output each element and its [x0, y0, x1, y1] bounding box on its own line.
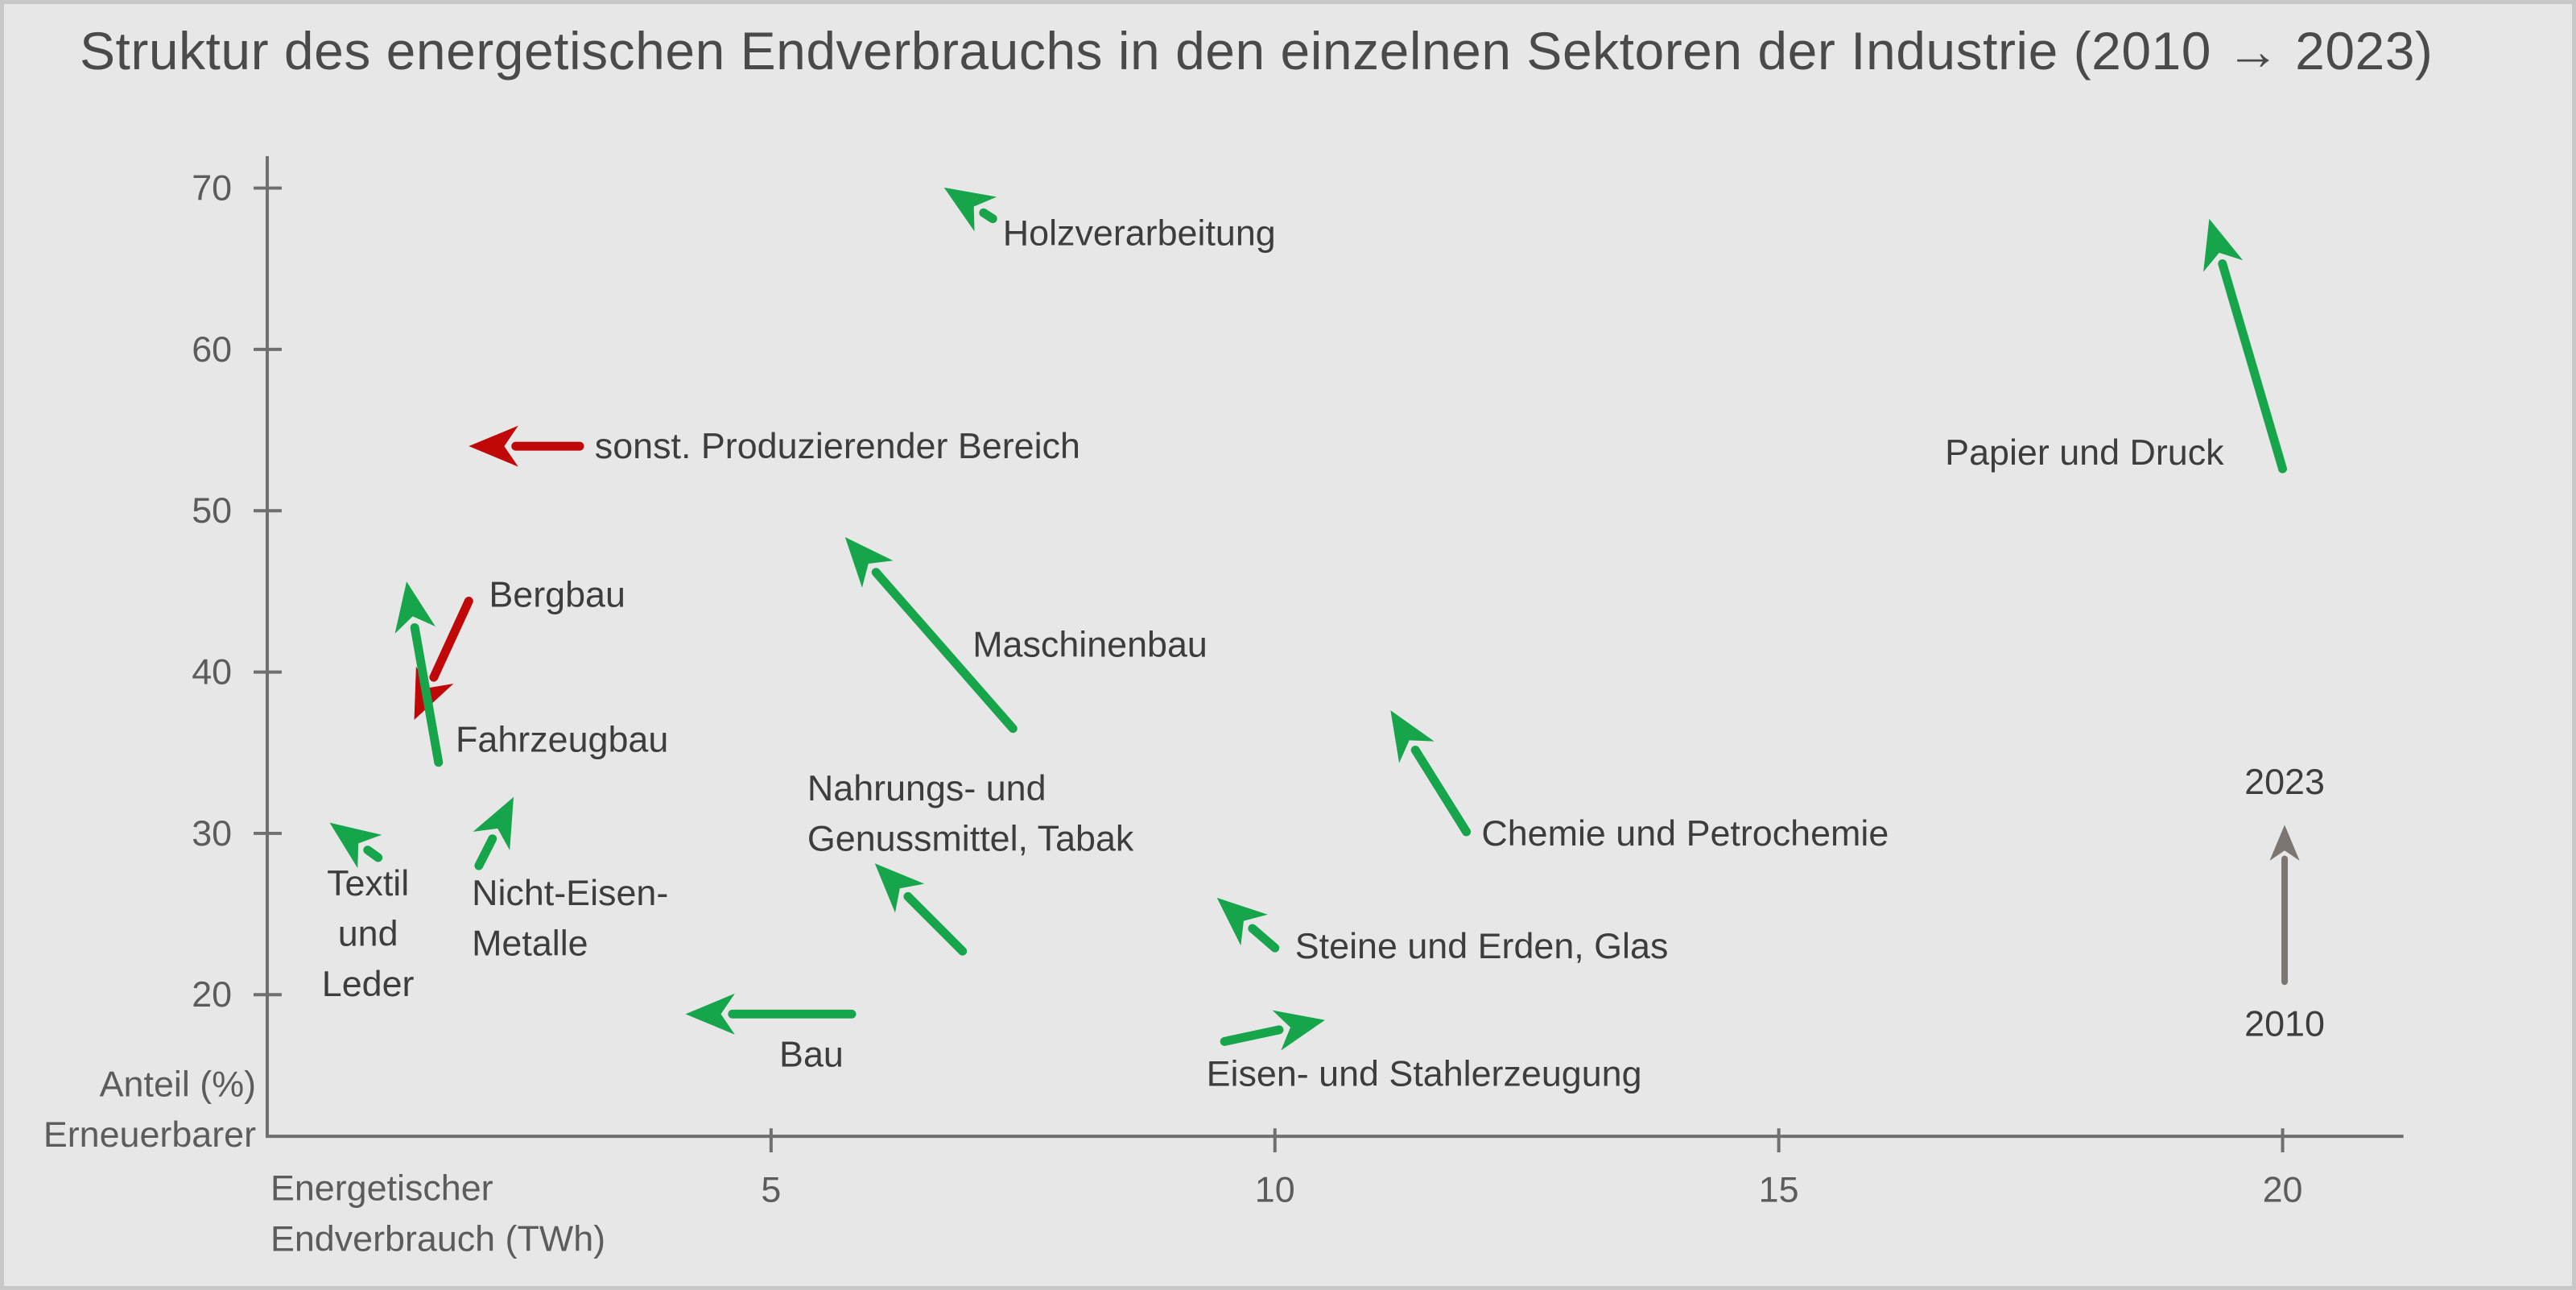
y-axis-title-line-1: Erneuerbarer — [43, 1114, 256, 1155]
arrow-eisen-und-stahlerzeugung — [1220, 1010, 1326, 1051]
arrow-holzverarbeitung — [943, 187, 997, 232]
arrow-textil-und-leder — [329, 822, 383, 869]
y-tick-label-30: 30 — [192, 813, 232, 854]
label-nahrungs-und-genussmittel-tabak: Nahrungs- und Genussmittel, Tabak — [807, 768, 1134, 859]
label-sonst-produzierender-bereich: sonst. Produzierender Bereich — [595, 426, 1080, 466]
x-tick-label-5: 5 — [761, 1170, 781, 1210]
label-papier-und-druck: Papier und Druck — [1945, 432, 2224, 473]
label-fahrzeugbau: Fahrzeugbau — [456, 720, 668, 760]
x-axis-title-line-0: Energetischer — [270, 1168, 493, 1209]
arrow-maschinenbau — [844, 536, 1018, 734]
arrow-nahrungs-und-genussmittel-tabak — [874, 863, 968, 956]
arrow-nicht-eisen-metalle — [473, 796, 514, 870]
arrow-chemie-und-petrochemie — [1390, 710, 1472, 837]
y-tick-label-50: 50 — [192, 490, 232, 531]
y-tick-label-40: 40 — [192, 652, 232, 693]
arrow-fahrzeugbau — [394, 581, 444, 767]
label-nicht-eisen-metalle: Nicht-Eisen-Metalle — [472, 873, 668, 964]
y-tick-label-20: 20 — [192, 974, 232, 1015]
label-bau: Bau — [779, 1034, 844, 1074]
label-steine-und-erden-glas: Steine und Erden, Glas — [1295, 926, 1669, 966]
arrow-bergbau — [414, 596, 473, 720]
x-tick-label-15: 15 — [1759, 1170, 1799, 1210]
label-maschinenbau: Maschinenbau — [972, 625, 1208, 665]
y-tick-label-60: 60 — [192, 329, 232, 370]
axes-lines — [265, 155, 2404, 1139]
y-tick-label-70: 70 — [192, 168, 232, 209]
x-tick-label-20: 20 — [2263, 1170, 2303, 1210]
label-textil-und-leder: Textil und Leder — [322, 863, 415, 1004]
label-bergbau: Bergbau — [489, 574, 625, 614]
label-holzverarbeitung: Holzverarbeitung — [1003, 213, 1276, 254]
y-axis-title-line-0: Anteil (%) — [100, 1065, 256, 1105]
arrow-steine-und-erden-glas — [1216, 897, 1280, 953]
legend-label-2023: 2023 — [2244, 762, 2325, 802]
legend-label-2010: 2010 — [2244, 1003, 2325, 1044]
x-axis-title-line-1: Endverbrauch (TWh) — [270, 1218, 605, 1259]
chart-title: Struktur des energetischen Endverbrauchs… — [80, 21, 2434, 81]
x-tick-label-10: 10 — [1255, 1170, 1295, 1210]
arrow-papier-und-druck — [2203, 218, 2288, 473]
label-chemie-und-petrochemie: Chemie und Petrochemie — [1481, 813, 1889, 854]
label-eisen-und-stahlerzeugung: Eisen- und Stahlerzeugung — [1207, 1053, 1642, 1094]
chart-canvas: 70 60 50 40 30 20 5 10 15 20 Anteil (%) Erneuerbare… — [43, 155, 2404, 1259]
